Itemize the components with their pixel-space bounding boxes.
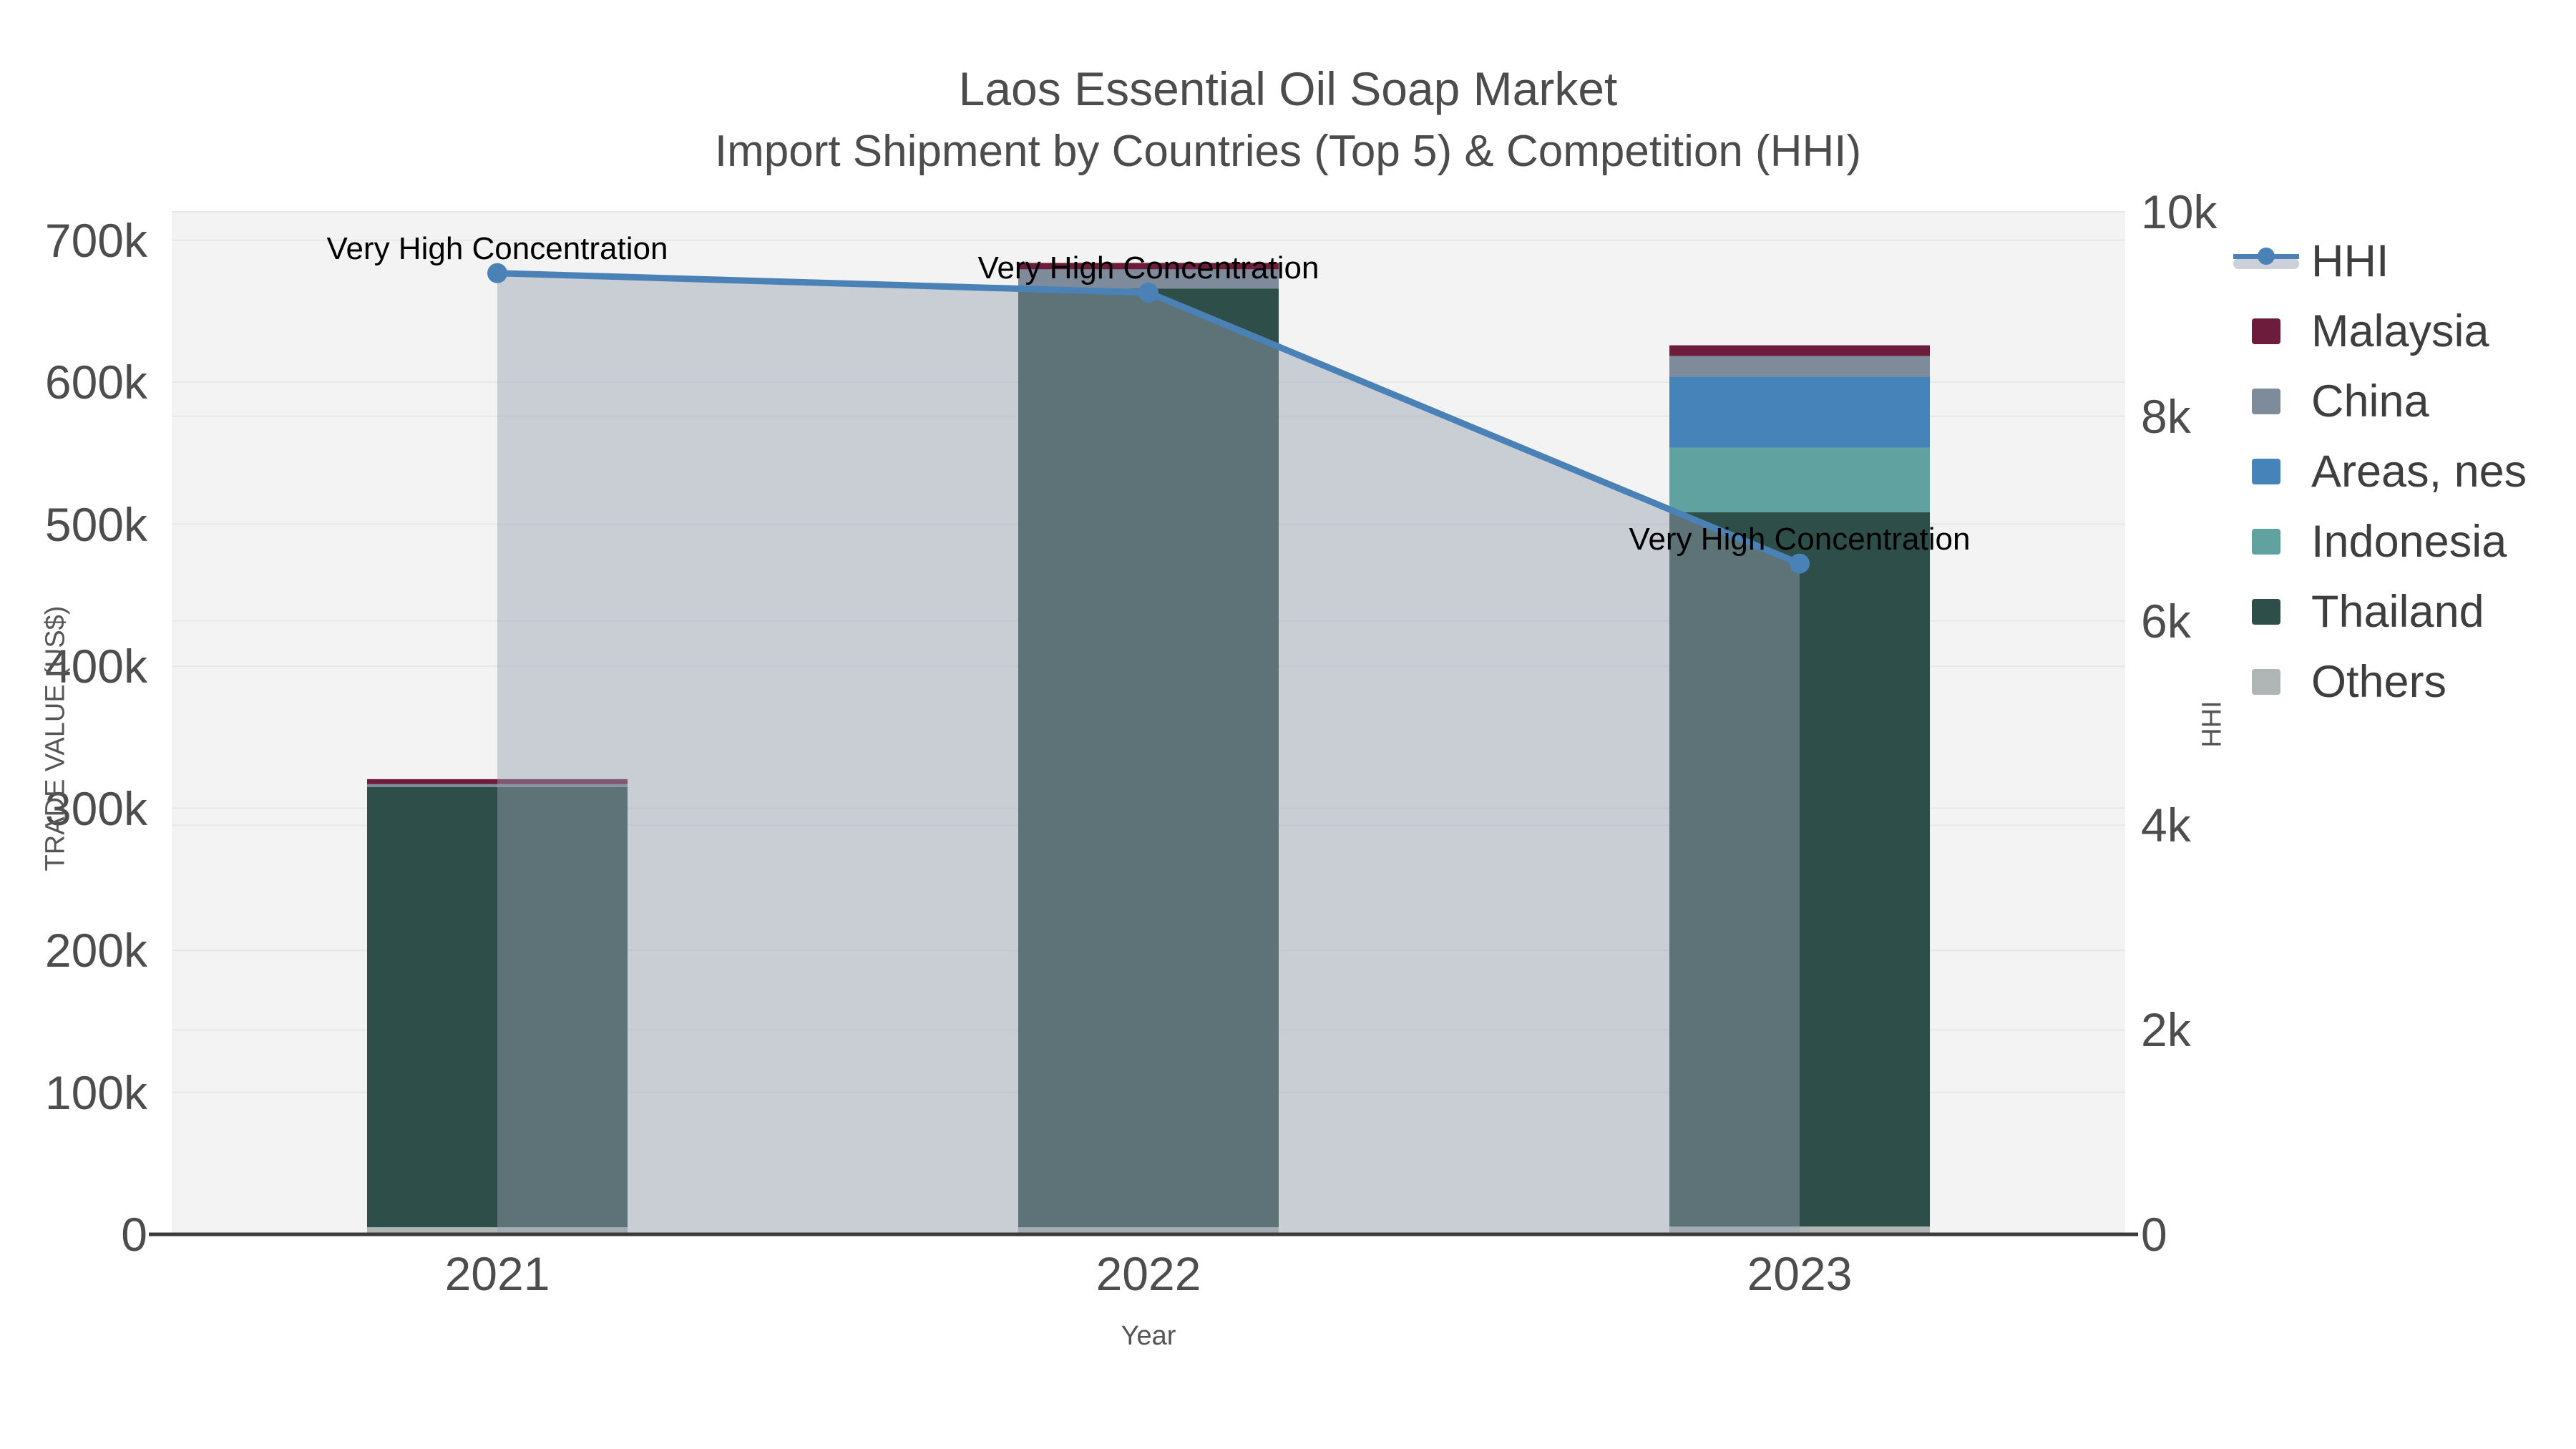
bar-segment-thailand-2023[interactable]	[1669, 512, 1930, 1227]
legend-item-malaysia[interactable]: Malaysia	[2233, 296, 2527, 366]
hhi-marker-2023[interactable]	[1790, 553, 1810, 574]
y-tick-left-600k: 600k	[44, 356, 147, 409]
y-axis-left-title: TRADE VALUE (US$)	[40, 605, 71, 872]
y-tick-left-500k: 500k	[44, 497, 147, 551]
legend-item-indonesia[interactable]: Indonesia	[2233, 507, 2527, 577]
y-tick-right-6k: 6k	[2141, 594, 2191, 648]
legend-color-chip	[2252, 318, 2280, 344]
legend-swatch-cell	[2233, 529, 2299, 555]
hhi-marker-2021[interactable]	[487, 263, 507, 283]
x-tick-2021: 2021	[444, 1247, 550, 1300]
legend-swatch-cell	[2233, 459, 2299, 484]
y-tick-right-8k: 8k	[2141, 389, 2191, 443]
annotation-2022: Very High Concentration	[977, 250, 1319, 286]
y-tick-right-10k: 10k	[2141, 185, 2218, 238]
x-axis-title: Year	[1121, 1321, 1176, 1351]
legend-swatch-cell	[2233, 599, 2299, 625]
y-tick-right-0: 0	[2141, 1208, 2167, 1261]
y-tick-right-2k: 2k	[2141, 1003, 2191, 1057]
legend-item-hhi[interactable]: HHI	[2233, 226, 2527, 296]
y-tick-left-100k: 100k	[44, 1065, 147, 1119]
y-tick-left-400k: 400k	[44, 640, 147, 693]
chart-subtitle: Import Shipment by Countries (Top 5) & C…	[714, 127, 1862, 176]
hhi-marker-2022[interactable]	[1138, 282, 1158, 303]
bar-segment-malaysia-2022[interactable]	[1018, 263, 1279, 270]
bar-segment-malaysia-2023[interactable]	[1669, 345, 1930, 356]
legend-label: Others	[2311, 656, 2447, 707]
legend: HHI Malaysia China Areas, nes Indonesia Thail…	[2233, 226, 2527, 717]
legend-item-areas-nes[interactable]: Areas, nes	[2233, 436, 2527, 507]
bar-segment-others-2021[interactable]	[367, 1227, 628, 1234]
y-axis-right-title: HHI	[2197, 701, 2228, 748]
y-tick-left-200k: 200k	[44, 924, 147, 977]
legend-label: HHI	[2311, 235, 2389, 286]
legend-color-chip	[2252, 599, 2280, 625]
legend-label: Indonesia	[2311, 516, 2507, 567]
bar-segment-thailand-2022[interactable]	[1018, 288, 1279, 1228]
legend-color-chip	[2252, 459, 2280, 484]
legend-color-chip	[2252, 669, 2280, 695]
bar-segment-china-2021[interactable]	[367, 784, 628, 787]
legend-item-others[interactable]: Others	[2233, 647, 2527, 717]
bar-segment-areas-nes-2023[interactable]	[1669, 376, 1930, 448]
bar-segment-china-2023[interactable]	[1669, 356, 1930, 377]
legend-label: Malaysia	[2311, 306, 2489, 356]
x-tick-2022: 2022	[1096, 1247, 1201, 1300]
legend-item-china[interactable]: China	[2233, 366, 2527, 436]
bar-segment-malaysia-2021[interactable]	[367, 779, 628, 784]
legend-color-chip	[2252, 529, 2280, 555]
y-tick-left-300k: 300k	[44, 781, 147, 835]
y-tick-left-0: 0	[121, 1208, 147, 1261]
annotation-2023: Very High Concentration	[1629, 521, 1971, 557]
annotation-2021: Very High Concentration	[326, 230, 668, 266]
y-tick-left-700k: 700k	[44, 213, 147, 267]
chart-title: Laos Essential Oil Soap Market	[958, 62, 1618, 115]
x-tick-2023: 2023	[1747, 1247, 1853, 1300]
legend-swatch-cell	[2233, 318, 2299, 344]
legend-color-chip	[2252, 389, 2280, 414]
y-tick-right-4k: 4k	[2141, 799, 2191, 852]
legend-swatch-cell	[2233, 389, 2299, 414]
bar-segment-thailand-2021[interactable]	[367, 786, 628, 1228]
bar-segment-indonesia-2023[interactable]	[1669, 447, 1930, 512]
bar-segment-others-2023[interactable]	[1669, 1226, 1930, 1234]
legend-swatch-cell	[2233, 669, 2299, 695]
legend-label: China	[2311, 376, 2429, 426]
legend-item-thailand[interactable]: Thailand	[2233, 577, 2527, 647]
legend-label: Areas, nes	[2311, 446, 2527, 497]
legend-line-icon	[2233, 248, 2299, 270]
legend-label: Thailand	[2311, 586, 2484, 637]
bar-segment-others-2022[interactable]	[1018, 1227, 1279, 1234]
hhi-area-fill	[497, 273, 1800, 1234]
